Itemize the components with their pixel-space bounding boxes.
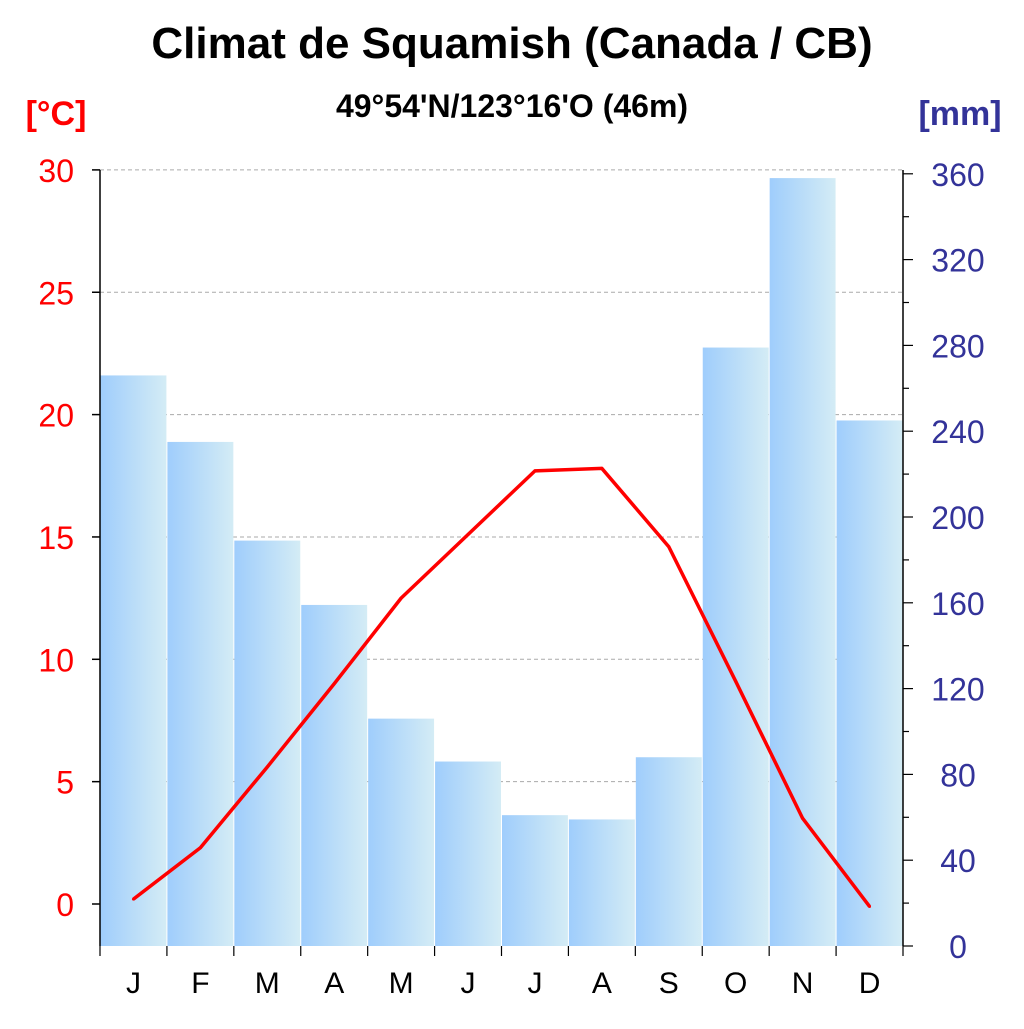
left-axis-label: [°C] [26,95,87,133]
right-tick-label: 80 [940,757,976,793]
precip-bar [635,757,702,946]
left-tick-label: 15 [38,520,74,556]
precip-bar [301,604,368,946]
left-tick-label: 20 [38,398,74,434]
month-label: S [659,967,679,1000]
temperature-point [734,679,738,683]
month-label: A [592,967,612,1000]
month-label: D [859,967,881,1000]
right-tick-label: 280 [931,328,984,364]
month-label: M [389,967,414,1000]
precip-bar [568,819,635,946]
temperature-point [332,682,336,686]
right-tick-label: 200 [931,500,984,536]
precip-bar [702,347,769,946]
left-tick-label: 25 [38,275,74,311]
precip-bar [368,718,435,946]
right-tick-label: 0 [949,929,967,965]
right-axis-label: [mm] [918,95,1001,133]
temperature-point [600,466,604,470]
temperature-point [533,469,537,473]
precip-bar [435,761,501,946]
temperature-point [399,596,403,600]
month-label: J [126,967,141,1000]
precip-bar [100,375,167,946]
month-label: O [724,967,747,1000]
month-label: F [191,967,209,1000]
temperature-point [868,904,872,908]
right-tick-label: 120 [931,672,984,708]
left-tick-label: 30 [38,153,74,189]
month-label: M [255,967,280,1000]
temperature-point [466,533,470,537]
temperature-line [132,466,871,908]
precip-bar [234,540,301,946]
chart-subtitle: 49°54'N/123°16'O (46m) [336,88,688,124]
precip-bar [836,420,903,947]
chart-title: Climat de Squamish (Canada / CB) [151,19,872,68]
month-label: J [527,967,542,1000]
month-label: J [461,967,476,1000]
left-tick-label: 0 [56,887,74,923]
precip-bar [502,815,568,946]
temperature-point [265,765,269,769]
precip-bar [769,178,836,947]
left-tick-label: 10 [38,642,74,678]
temperature-point [198,846,202,850]
temperature-point [801,816,805,820]
precip-bar [167,441,234,946]
right-tick-label: 160 [931,586,984,622]
right-tick-label: 320 [931,243,984,279]
temperature-point [667,545,671,549]
right-tick-label: 40 [940,843,976,879]
month-label: N [792,967,814,1000]
right-tick-label: 240 [931,414,984,450]
month-label: A [324,967,344,1000]
right-tick-label: 360 [931,157,984,193]
temperature-point [131,897,135,901]
left-tick-label: 5 [56,765,74,801]
